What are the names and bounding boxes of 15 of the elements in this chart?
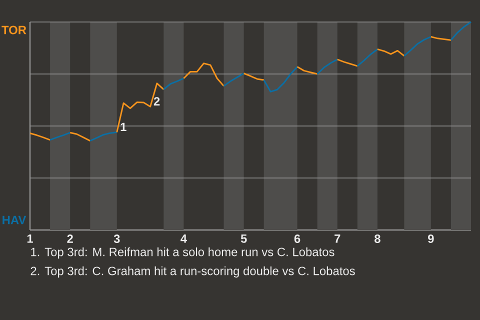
text: HAV — [2, 216, 26, 224]
x-tick-label: 2 — [67, 234, 73, 243]
x-tick-label: 4 — [180, 234, 187, 243]
x-tick-label: 8 — [374, 234, 380, 243]
x-tick-label: 1 — [27, 234, 33, 243]
annotation: 2 — [154, 97, 160, 106]
x-tick-label: 7 — [334, 234, 340, 243]
text: TOR — [2, 26, 26, 34]
x-tick-label: 5 — [240, 234, 247, 243]
x-tick-label: 3 — [114, 234, 120, 244]
annotation: 1 — [120, 122, 126, 132]
x-tick-label: 6 — [294, 234, 300, 243]
text: 1. Top 3rd: M. Reifman hit a solo home run vs C. Lobatos — [31, 247, 334, 259]
text: 2. Top 3rd: C. Graham hit a run-scoring double vs C. Lobatos — [30, 266, 355, 278]
x-tick-label: 9 — [428, 234, 434, 243]
